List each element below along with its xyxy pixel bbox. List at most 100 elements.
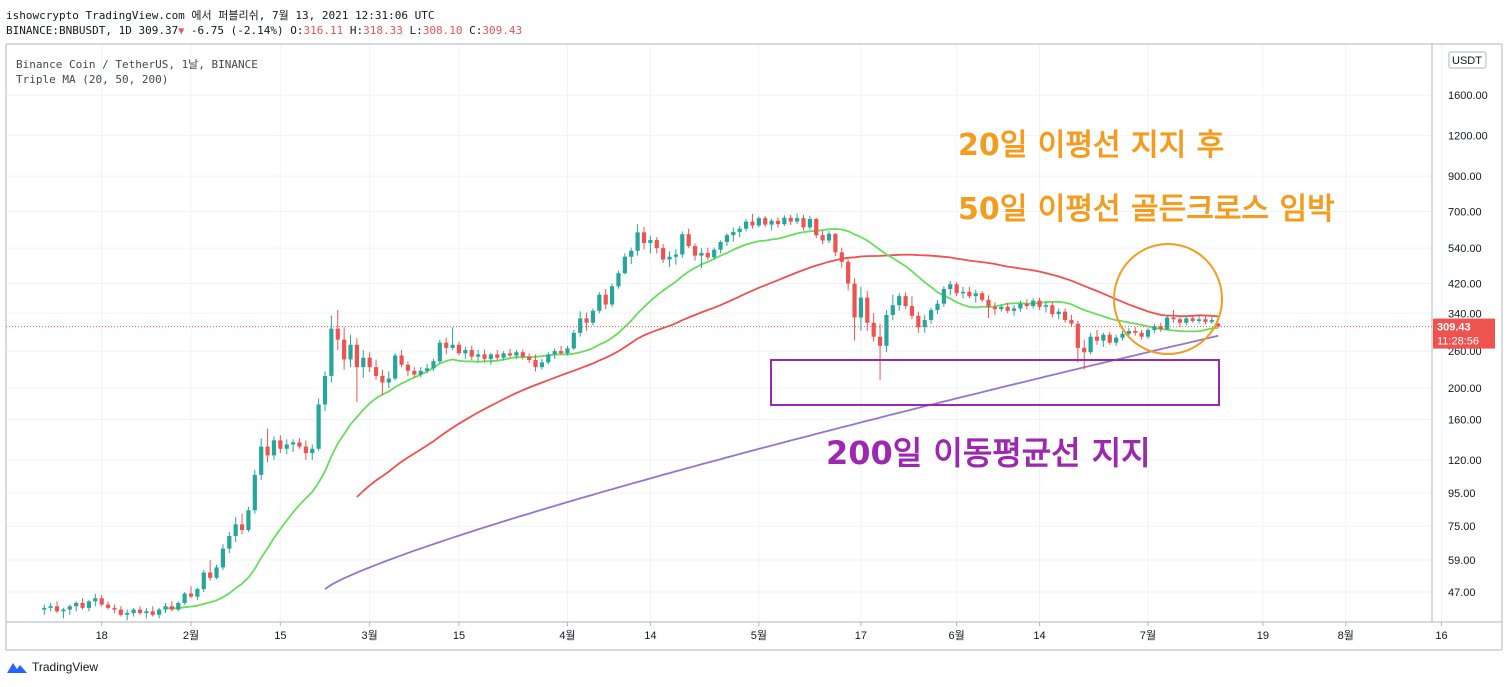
candle-body xyxy=(201,572,206,590)
candle-body xyxy=(1139,332,1144,337)
candle-body xyxy=(814,219,819,236)
high-value: 318.33 xyxy=(363,24,403,37)
candle-body xyxy=(1018,303,1023,309)
candle-body xyxy=(775,220,781,225)
price-tick-label: 47.00 xyxy=(1448,587,1476,599)
candle-body xyxy=(590,310,596,323)
candle-body xyxy=(1062,311,1068,321)
price-tick-label: 95.00 xyxy=(1448,488,1476,500)
time-axis[interactable]: 18 2월 15 3월 15 4월 14 5월 17 6월 14 7월 19 8월 16 xyxy=(96,622,1448,642)
candle-body xyxy=(686,234,691,247)
candle-body xyxy=(769,220,774,225)
indicator-legend[interactable]: Triple MA (20, 50, 200) xyxy=(16,73,169,86)
price-tick-label: 75.00 xyxy=(1448,521,1476,533)
open-value: 316.11 xyxy=(303,24,344,37)
candle-body xyxy=(897,296,902,306)
candle-body xyxy=(877,336,883,346)
price-axis[interactable]: 47.00 59.00 75.00 95.00 120.00 160.00 200.00 26… xyxy=(1433,51,1495,599)
candle-body xyxy=(1165,317,1170,330)
candle-body xyxy=(105,604,111,608)
candle-body xyxy=(1101,334,1106,341)
candle-body xyxy=(265,446,270,456)
annotation-shapes xyxy=(770,243,1223,406)
candle-body xyxy=(909,306,915,316)
tradingview-logo-icon xyxy=(7,663,27,673)
candle-body xyxy=(99,598,104,605)
candle-body xyxy=(1031,300,1036,307)
candle-body xyxy=(399,355,404,365)
candle-body xyxy=(884,314,889,346)
candle-body xyxy=(552,351,557,355)
candle-body xyxy=(692,246,698,256)
high-label: H: xyxy=(349,24,364,37)
candle-body xyxy=(125,613,130,615)
candle-body xyxy=(922,320,927,328)
candle-body xyxy=(208,572,213,578)
candle-body xyxy=(603,294,608,305)
candle-body xyxy=(150,611,155,615)
candle-body xyxy=(865,297,870,323)
price-tick-label: 260.00 xyxy=(1448,346,1482,358)
candle-body xyxy=(386,378,391,383)
footer-brand[interactable]: TradingView xyxy=(6,660,98,674)
candle-body xyxy=(622,256,627,274)
candle-body xyxy=(412,370,417,375)
candle-body xyxy=(131,609,136,614)
candle-body xyxy=(782,217,787,225)
candle-body xyxy=(367,357,372,368)
time-tick-label: 4월 xyxy=(559,629,575,642)
candle-body xyxy=(667,256,672,260)
candle-body xyxy=(1088,336,1093,353)
candle-body xyxy=(74,602,79,607)
price-tick-label: 120.00 xyxy=(1448,455,1482,467)
price-change: -6.75 (-2.14%) xyxy=(190,24,284,37)
candle-body xyxy=(322,375,328,405)
candle-body xyxy=(239,524,245,531)
candle-body xyxy=(635,232,640,251)
candle-body xyxy=(1184,318,1189,323)
price-tick-label: 160.00 xyxy=(1448,414,1482,426)
candle-body xyxy=(1171,317,1176,320)
candle-body xyxy=(259,446,264,475)
candle-body xyxy=(763,218,768,225)
candles xyxy=(42,213,1221,621)
candle-body xyxy=(86,601,92,608)
symbol-label: BINANCE:BNBUSDT, 1D xyxy=(6,24,132,37)
time-tick-label: 8월 xyxy=(1338,629,1354,642)
candle-body xyxy=(169,606,174,610)
candle-body xyxy=(871,322,876,337)
candle-body xyxy=(743,221,749,229)
candle-body xyxy=(661,248,666,260)
candle-body xyxy=(93,598,98,602)
price-tick-label: 540.00 xyxy=(1448,243,1482,255)
time-tick-label: 15 xyxy=(274,630,286,642)
candle-body xyxy=(520,352,525,357)
candle-body xyxy=(750,221,755,226)
candle-body xyxy=(986,299,991,307)
candle-body xyxy=(578,318,583,333)
candle-body xyxy=(705,252,710,258)
price-tick-label: 340.00 xyxy=(1448,308,1482,320)
candle-body xyxy=(565,348,570,354)
candle-body xyxy=(284,444,289,449)
candle-body xyxy=(839,252,844,262)
low-label: L: xyxy=(409,24,423,37)
support-zone-box xyxy=(770,359,1220,406)
time-tick-label: 3월 xyxy=(362,629,378,642)
candle-body xyxy=(1075,323,1080,348)
candle-body xyxy=(852,283,857,318)
candle-body xyxy=(795,218,800,222)
candle-body xyxy=(188,593,194,597)
ohlc-header: BINANCE:BNBUSDT, 1D 309.37▼ -6.75 (-2.14… xyxy=(6,24,522,37)
candle-body xyxy=(807,219,812,228)
symbol-legend[interactable]: Binance Coin / TetherUS, 1날, BINANCE xyxy=(16,58,258,71)
candle-body xyxy=(680,234,685,255)
candle-body xyxy=(1082,347,1087,353)
last-price-tag xyxy=(1433,318,1495,349)
candle-body xyxy=(233,524,238,536)
candle-body xyxy=(271,440,277,456)
candle-body xyxy=(246,510,251,531)
candle-body xyxy=(648,240,653,244)
candle-body xyxy=(1133,330,1138,333)
